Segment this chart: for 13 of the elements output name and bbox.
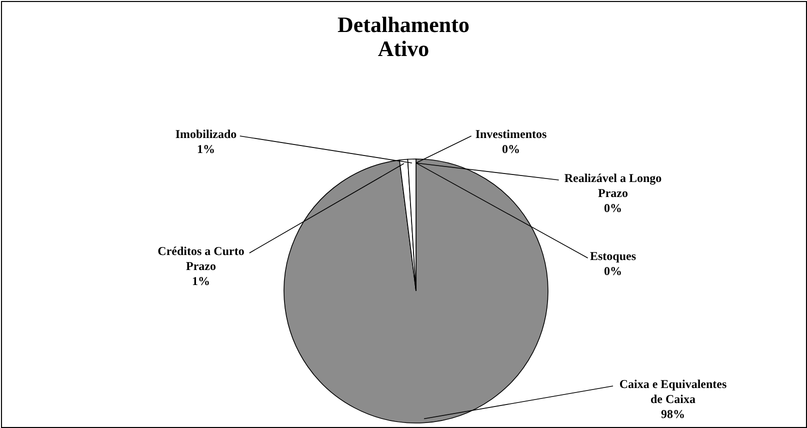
slice-label: Caixa e Equivalentes de Caixa xyxy=(619,377,727,406)
chart-title: Detalhamento Ativo xyxy=(338,12,470,61)
data-label: 1% xyxy=(192,274,210,288)
text: 0% xyxy=(604,201,622,215)
text: 0% xyxy=(604,264,622,278)
text: 0% xyxy=(502,142,520,156)
category-label: Realizável a Longo Prazo xyxy=(564,171,662,200)
data-label: 1% xyxy=(197,142,215,156)
data-label: 98% xyxy=(661,407,685,421)
slice-label: Créditos a Curto Prazo xyxy=(158,244,244,273)
category-label: Estoques xyxy=(590,249,636,263)
category-label: Investimentos xyxy=(475,127,547,141)
slice-label: Imobilizado xyxy=(175,127,237,141)
